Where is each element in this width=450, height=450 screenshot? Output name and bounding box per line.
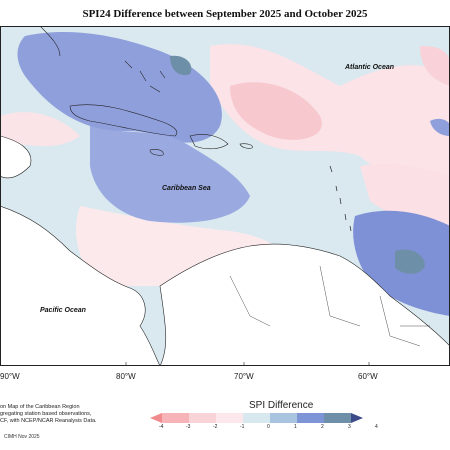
land-hispaniola xyxy=(189,134,229,150)
land-south-america xyxy=(159,243,450,366)
caribbean-sea-label: Caribbean Sea xyxy=(162,185,211,192)
pink-zone-northwest xyxy=(0,112,80,146)
legend-cell xyxy=(189,413,216,423)
blue-zone-east-small xyxy=(430,118,450,136)
blue-zone-gray-north xyxy=(170,55,192,76)
legend-arrow-left xyxy=(150,413,162,423)
pink-zone-northeast xyxy=(420,46,450,86)
lon-label-70w: 70°W xyxy=(234,372,254,381)
land-lesser-antilles xyxy=(329,165,352,232)
pink-zone-east-atlantic xyxy=(210,44,450,180)
blue-zone-caribbean xyxy=(90,126,250,223)
legend-tick-label: 2 xyxy=(321,424,324,430)
legend-cell xyxy=(270,413,297,423)
lon-label-90w: 90°W xyxy=(0,372,20,381)
country-borders xyxy=(229,265,430,347)
atlantic-ocean-label: Atlantic Ocean xyxy=(345,64,395,71)
legend-cell xyxy=(297,413,324,423)
land-florida-tip xyxy=(39,26,61,57)
footer-line-3: CF, with NCEP/NCAR Reanalysis Data. xyxy=(0,418,97,424)
land-yucatan xyxy=(0,135,32,179)
legend-title: SPI Difference xyxy=(249,400,314,411)
lon-label-60w: 60°W xyxy=(358,372,378,381)
credit-text: CIMH Nov 2025 xyxy=(4,434,40,440)
footer-line-2: gregating station based observations, xyxy=(0,411,92,417)
legend-tick-label: -4 xyxy=(159,424,164,430)
legend-tick-label: 4 xyxy=(375,424,378,430)
legend-tick-label: 3 xyxy=(348,424,351,430)
land-jamaica xyxy=(149,149,164,156)
pacific-ocean-label: Pacific Ocean xyxy=(40,307,86,314)
legend-cell xyxy=(243,413,270,423)
legend-tick-label: -1 xyxy=(240,424,245,430)
land-puerto-rico xyxy=(239,143,253,149)
legend-cell xyxy=(162,413,189,423)
land-central-america xyxy=(0,205,161,366)
lon-label-80w: 80°W xyxy=(116,372,136,381)
blue-zone-deep-east xyxy=(395,249,425,274)
legend-tick-label: 0 xyxy=(267,424,270,430)
legend-colorbar xyxy=(150,413,363,423)
legend-tick-label: -2 xyxy=(213,424,218,430)
land-bahamas xyxy=(124,60,166,93)
legend-tick-label: 1 xyxy=(294,424,297,430)
map-title: SPI24 Difference between September 2025 … xyxy=(82,8,368,20)
legend-tick-label: -3 xyxy=(186,424,191,430)
pink-zone-center-atlantic xyxy=(230,82,322,140)
footer-line-1: on Map of the Caribbean Region xyxy=(0,404,80,410)
legend-arrow-right xyxy=(351,413,363,423)
legend-cell xyxy=(324,413,351,423)
legend-cell xyxy=(216,413,243,423)
spi-difference-map xyxy=(0,26,450,366)
land-cuba xyxy=(69,104,178,137)
